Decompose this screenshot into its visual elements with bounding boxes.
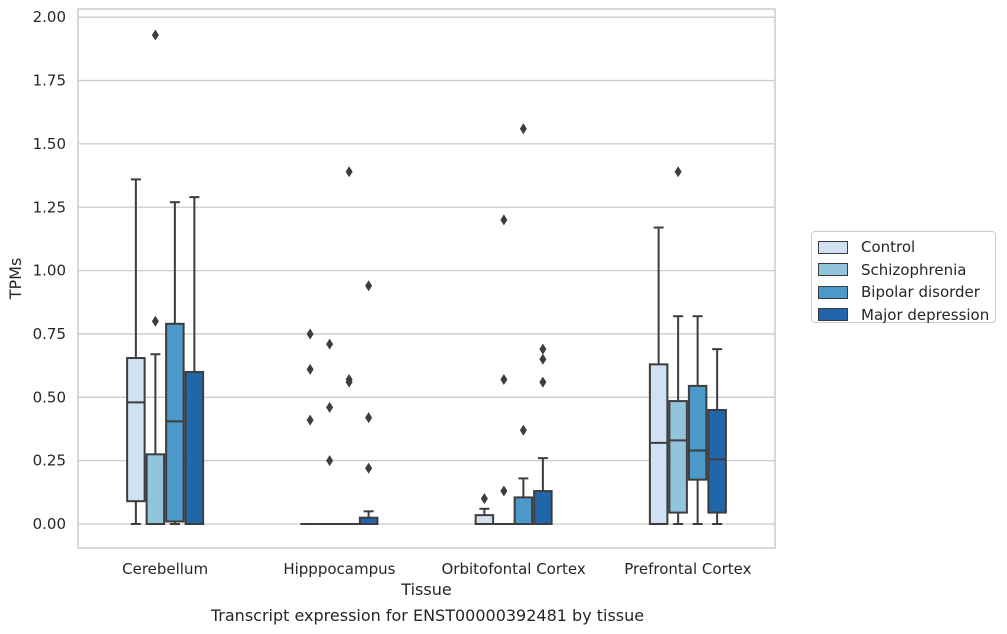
box-bipolar-disorder — [339, 166, 359, 526]
y-tick-label: 1.75 — [33, 72, 66, 90]
legend-item: Bipolar disorder — [818, 281, 995, 304]
box-iqr — [513, 496, 534, 526]
y-axis-title: TPMs — [6, 258, 25, 301]
outlier-point — [306, 363, 314, 375]
box-iqr — [668, 400, 688, 514]
outlier-point — [326, 338, 334, 350]
box-control — [474, 493, 495, 525]
legend-label: Schizophrenia — [861, 260, 967, 279]
outlier-point — [519, 424, 527, 436]
outlier-point — [500, 374, 508, 386]
box-iqr — [474, 514, 495, 525]
plot-frame — [77, 8, 776, 549]
box-iqr — [648, 363, 669, 525]
legend-item: Schizophrenia — [818, 259, 995, 282]
outlier-point — [365, 462, 373, 474]
outlier-point — [365, 280, 373, 292]
box-bipolar-disorder — [513, 123, 534, 526]
outlier-point — [151, 29, 159, 41]
box-major-depression — [533, 343, 553, 526]
legend-label: Bipolar disorder — [861, 283, 980, 302]
legend-swatch — [818, 240, 848, 254]
x-axis-title: Tissue — [400, 580, 451, 599]
outlier-point — [151, 315, 159, 327]
outlier-point — [519, 123, 527, 135]
outlier-point — [539, 376, 547, 388]
outlier-point — [345, 166, 353, 178]
box-iqr — [165, 322, 185, 523]
box-schizophrenia — [319, 338, 340, 526]
outlier-point — [345, 374, 353, 386]
box-major-depression — [184, 196, 205, 525]
box-iqr — [687, 384, 708, 481]
outlier-point — [326, 455, 334, 467]
box-iqr — [126, 357, 146, 503]
box-control — [648, 226, 669, 525]
y-tick-label: 0.75 — [33, 325, 66, 343]
outlier-point — [365, 412, 373, 424]
box-control — [300, 328, 320, 526]
outlier-point — [306, 328, 314, 340]
outlier-point — [674, 166, 682, 178]
y-tick-label: 1.50 — [33, 135, 66, 153]
legend-item: Control — [818, 236, 995, 259]
box-schizophrenia — [145, 29, 166, 525]
outlier-point — [539, 343, 547, 355]
outlier-point — [500, 485, 508, 497]
y-tick-label: 2.00 — [33, 8, 66, 26]
box-schizophrenia — [668, 166, 688, 525]
box-marks — [126, 29, 727, 526]
outlier-point — [306, 414, 314, 426]
box-major-depression — [358, 280, 379, 525]
box-iqr — [533, 490, 553, 526]
box-iqr — [707, 408, 727, 514]
legend-item: Major depression — [818, 304, 995, 327]
y-tick-labels: 0.00 0.25 0.50 0.75 1.00 1.25 1.50 1.75 2.00 — [33, 8, 66, 533]
outlier-point — [539, 353, 547, 365]
x-tick-label: Prefrontal Cortex — [624, 560, 751, 578]
x-tick-label: Cerebellum — [122, 560, 208, 578]
y-tick-label: 0.00 — [33, 515, 66, 533]
chart-caption: Transcript expression for ENST0000039248… — [210, 606, 645, 625]
box-iqr — [184, 370, 205, 525]
legend: Control Schizophrenia Bipolar disorder Majo… — [811, 231, 996, 324]
box-bipolar-disorder — [165, 201, 185, 525]
outlier-point — [500, 214, 508, 226]
box-control — [126, 178, 146, 525]
legend-label: Major depression — [861, 305, 990, 324]
legend-swatch — [818, 308, 848, 322]
legend-swatch — [818, 263, 848, 277]
y-tick-label: 0.50 — [33, 388, 66, 406]
box-schizophrenia — [494, 214, 514, 526]
box-bipolar-disorder — [687, 315, 708, 525]
box-major-depression — [707, 348, 727, 525]
y-tick-label: 0.25 — [33, 452, 66, 470]
x-tick-label: Orbitofontal Cortex — [442, 560, 586, 578]
y-tick-label: 1.00 — [33, 262, 66, 280]
x-tick-label: Hipppocampus — [283, 560, 395, 578]
legend-label: Control — [861, 238, 916, 257]
x-tick-labels: Cerebellum Hipppocampus Orbitofontal Corte… — [122, 560, 751, 578]
outlier-point — [480, 493, 488, 505]
y-tick-label: 1.25 — [33, 198, 66, 216]
outlier-point — [326, 401, 334, 413]
legend-swatch — [818, 285, 848, 299]
box-iqr — [145, 453, 166, 525]
